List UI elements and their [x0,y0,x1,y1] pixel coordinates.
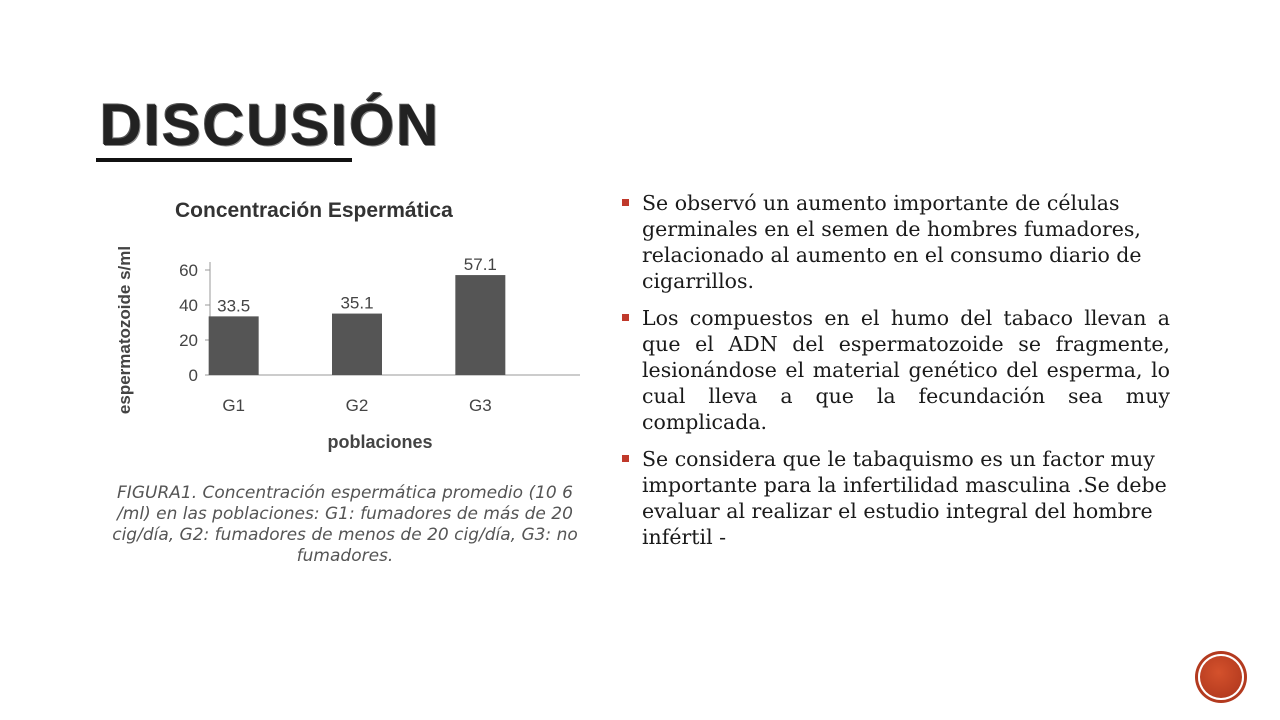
bullet-text: Se observó un aumento importante de célu… [642,191,1142,293]
bullet-item: Se observó un aumento importante de célu… [620,190,1170,294]
x-tick-label: G2 [346,396,369,415]
data-label: 57.1 [464,255,497,274]
bullet-marker-icon [622,455,629,462]
chart-title: Concentración Espermática [175,199,453,222]
bullet-text: Los compuestos en el humo del tabaco lle… [642,306,1170,434]
data-label: 35.1 [340,294,373,313]
slide-title: Discusión [100,93,441,158]
data-label: 33.5 [217,296,250,315]
y-axis-label: espermatozoide s/ml [115,246,134,414]
bullet-item: Se considera que le tabaquismo es un fac… [620,446,1170,550]
bullet-list: Se observó un aumento importante de célu… [620,190,1170,561]
bar-g2 [332,313,382,375]
y-tick-label: 20 [179,331,198,350]
bullet-marker-icon [622,199,629,206]
slide-nav-button[interactable] [1198,654,1244,700]
bar-chart: 0 20 40 60 espermatozoide s/ml 33.5 G1 35.1 G2 5… [115,246,580,452]
x-axis-label: poblaciones [327,432,432,452]
figure-caption: FIGURA1. Concentración espermática prome… [112,483,578,566]
bar-g3 [455,275,506,375]
bullet-text: Se considera que le tabaquismo es un fac… [642,447,1167,549]
x-tick-label: G1 [222,396,245,415]
y-tick-label: 60 [179,261,198,280]
x-tick-label: G3 [469,396,492,415]
y-tick-label: 0 [189,366,198,385]
y-tick-label: 40 [179,296,198,315]
bar-g1 [208,316,259,375]
bullet-item: Los compuestos en el humo del tabaco lle… [620,305,1170,435]
title-underline [96,158,352,162]
bullet-marker-icon [622,314,629,321]
